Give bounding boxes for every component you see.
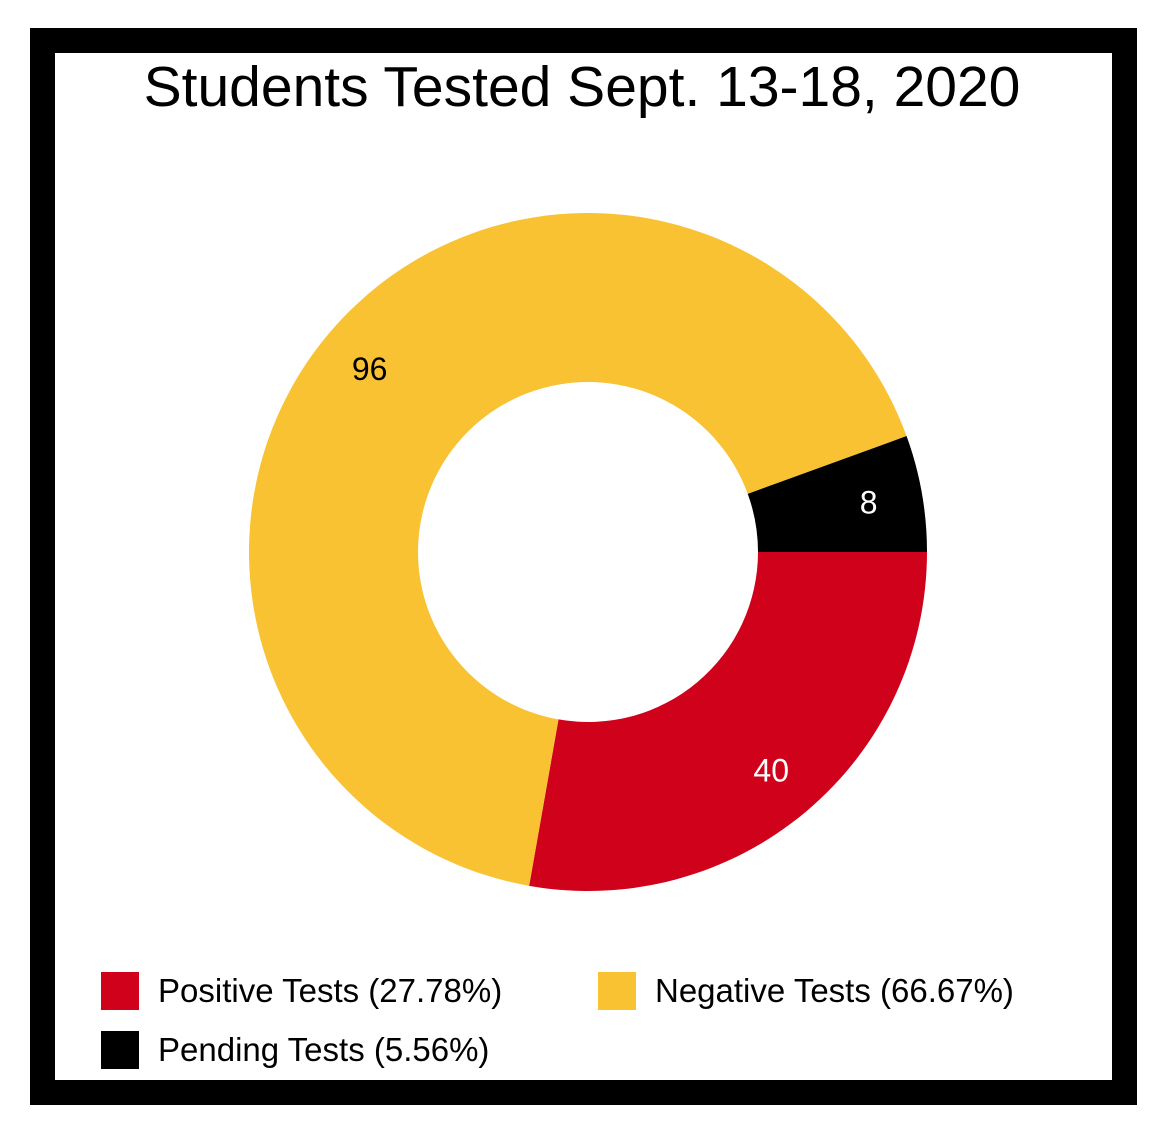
data-label-positive: 40 — [753, 752, 789, 788]
legend-label-pending: Pending Tests (5.56%) — [158, 1031, 490, 1068]
data-label-pending: 8 — [860, 485, 878, 521]
legend-swatch-pending — [101, 1031, 139, 1069]
legend-label-negative: Negative Tests (66.67%) — [655, 972, 1014, 1009]
legend-label-positive: Positive Tests (27.78%) — [158, 972, 503, 1009]
legend-item-positive: Positive Tests (27.78%) — [101, 972, 502, 1010]
legend-swatch-negative — [598, 972, 636, 1010]
legend-item-negative: Negative Tests (66.67%) — [598, 972, 1014, 1010]
slice-positive — [529, 552, 927, 891]
legend-swatch-positive — [101, 972, 139, 1010]
data-label-negative: 96 — [352, 351, 388, 387]
slice-pending — [747, 436, 927, 552]
chart-frame — [30, 28, 1137, 1105]
legend-item-pending: Pending Tests (5.56%) — [101, 1031, 489, 1069]
slice-negative — [248, 213, 907, 886]
chart-title: Students Tested Sept. 13-18, 2020 — [143, 55, 1021, 119]
